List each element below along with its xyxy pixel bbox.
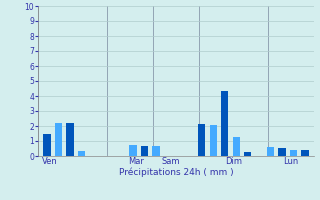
Bar bbox=[210, 124, 217, 156]
Bar bbox=[221, 91, 228, 156]
Bar bbox=[66, 123, 74, 156]
Bar bbox=[301, 150, 308, 156]
Bar bbox=[129, 145, 137, 156]
Bar bbox=[78, 151, 85, 156]
Bar bbox=[152, 146, 159, 156]
Bar bbox=[44, 134, 51, 156]
Bar bbox=[278, 148, 286, 156]
Bar bbox=[55, 123, 62, 156]
Bar bbox=[290, 150, 297, 156]
X-axis label: Précipitations 24h ( mm ): Précipitations 24h ( mm ) bbox=[119, 168, 233, 177]
Bar bbox=[233, 137, 240, 156]
Bar bbox=[141, 146, 148, 156]
Bar bbox=[267, 147, 274, 156]
Bar bbox=[244, 152, 251, 156]
Bar bbox=[198, 124, 205, 156]
